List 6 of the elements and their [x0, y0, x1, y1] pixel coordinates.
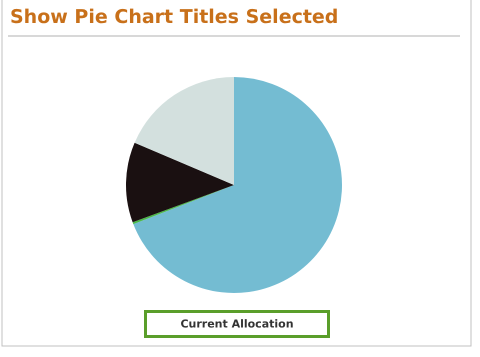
- pie-slice: [132, 185, 234, 224]
- text: Current Allocation: [180, 318, 294, 330]
- pie-slice: [133, 77, 342, 293]
- chart-title: Show Pie Chart Titles Selected: [10, 6, 338, 28]
- pie-slice: [134, 77, 234, 185]
- pie-slice: [126, 142, 234, 222]
